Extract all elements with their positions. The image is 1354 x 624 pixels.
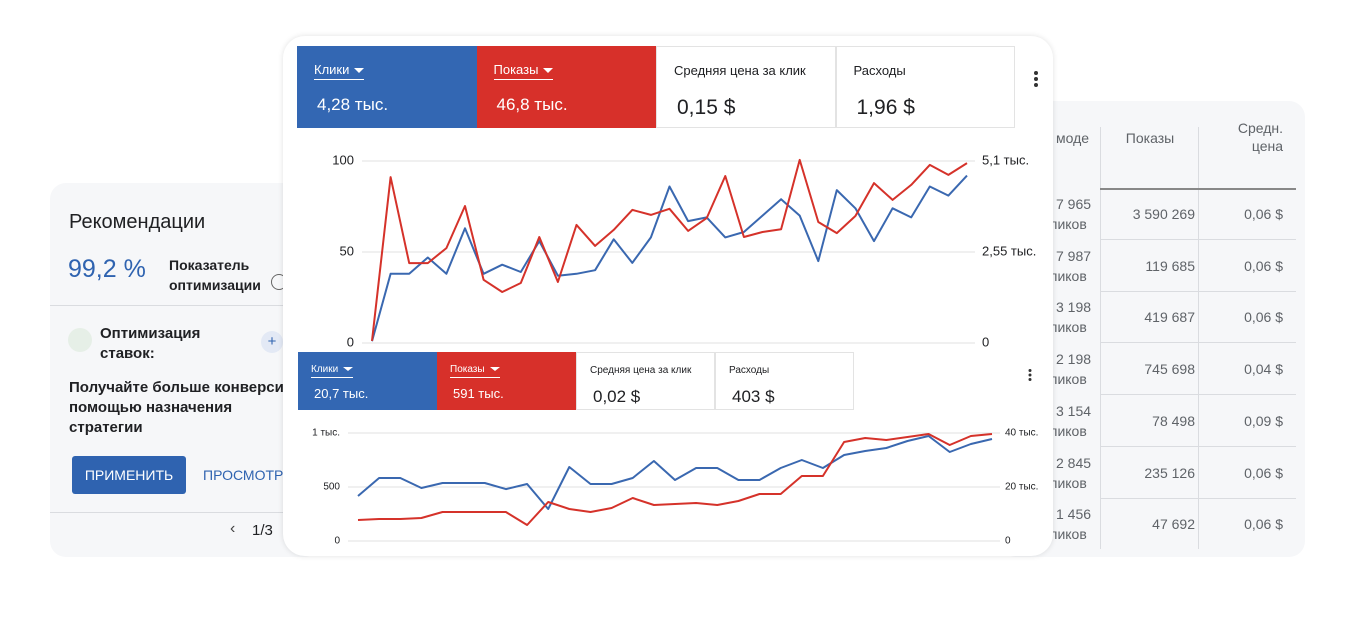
metric-tile[interactable]: Расходы 1,96 $ — [835, 46, 1015, 128]
cell-unit: кликов — [1043, 422, 1087, 439]
row-divider — [1100, 394, 1296, 396]
metric-label: Клики — [311, 364, 354, 378]
description: Получайте больше конверсий с помощью наз… — [69, 379, 306, 436]
apply-button[interactable]: ПРИМЕНИТЬ — [72, 456, 186, 494]
row-divider — [1100, 239, 1296, 240]
table-header: моде — [1056, 130, 1090, 146]
cell-clicks: 3 154 — [1056, 402, 1092, 419]
cell-unit: кликов — [1043, 474, 1087, 491]
cell-clicks: 2 198 — [1056, 351, 1092, 368]
score-label: Показатель оптимизации — [169, 257, 261, 293]
cell-cpc: 0,06 $ — [1244, 206, 1283, 222]
metric-tile[interactable]: Клики 20,7 тыс. — [298, 352, 437, 410]
metric-label: Расходы — [729, 365, 770, 376]
cell-clicks: 7 965 — [1056, 196, 1092, 212]
cell-cpc: 0,04 $ — [1244, 361, 1283, 378]
row-divider — [1100, 445, 1296, 447]
cell-unit: кликов — [1043, 216, 1087, 232]
cell-clicks: 3 198 — [1056, 299, 1092, 316]
row-divider — [1100, 342, 1296, 344]
metric-tile[interactable]: Показы 591 тыс. — [437, 352, 576, 410]
cell-clicks: 7 987 — [1056, 247, 1092, 264]
cell-impressions: 745 698 — [1144, 361, 1195, 378]
metric-tile[interactable]: Расходы 403 $ — [715, 352, 854, 410]
divider — [50, 305, 320, 306]
cell-impressions: 47 692 — [1152, 516, 1195, 533]
metric-tile[interactable]: Клики 4,28 тыс. — [297, 46, 477, 128]
cell-clicks: 2 845 — [1056, 454, 1092, 471]
metric-value: 46,8 тыс. — [496, 94, 568, 114]
metric-value: 4,28 тыс. — [317, 94, 389, 114]
cell-impressions: 78 498 — [1152, 412, 1195, 429]
pager: 1/3 — [252, 522, 273, 539]
table-header: Показы — [1125, 130, 1175, 146]
metric-label: Расходы — [853, 63, 906, 79]
cell-unit: кликов — [1043, 319, 1087, 336]
metric-value: 403 $ — [732, 386, 775, 406]
item-title: Оптимизация ставок: — [100, 325, 201, 362]
column-divider — [1100, 127, 1101, 549]
metric-label: Показы — [493, 62, 554, 81]
score: 99,2 % — [68, 255, 146, 283]
metric-tile[interactable]: Показы 46,8 тыс. — [476, 46, 656, 128]
cell-unit: кликов — [1043, 267, 1087, 284]
metric-value: 20,7 тыс. — [314, 385, 369, 401]
dropdown-caret[interactable] — [354, 68, 365, 74]
cell-impressions: 235 126 — [1144, 464, 1195, 481]
cell-cpc: 0,06 $ — [1244, 464, 1283, 481]
header-rule — [1100, 188, 1296, 190]
status-icon — [68, 328, 92, 352]
recommendations-card: Рекомендации 99,2 % Показатель оптимизац… — [50, 183, 320, 557]
cell-clicks: 1 456 — [1056, 506, 1092, 523]
dropdown-caret[interactable] — [343, 367, 354, 372]
title: Рекомендации — [69, 211, 206, 233]
cell-cpc: 0,06 $ — [1244, 257, 1283, 274]
prev-page[interactable]: ‹ — [230, 520, 236, 537]
metric-value: 0,15 $ — [677, 95, 736, 119]
metric-label: Клики — [314, 62, 365, 81]
table-header: Средн. цена — [1237, 120, 1283, 154]
metric-value: 0,02 $ — [593, 386, 641, 406]
metric-label: Показы — [450, 364, 500, 378]
divider — [50, 512, 320, 513]
cell-impressions: 3 590 269 — [1132, 206, 1195, 222]
cell-cpc: 0,06 $ — [1244, 516, 1283, 533]
add-button[interactable]: + — [261, 331, 283, 353]
cell-unit: кликов — [1043, 526, 1087, 543]
cell-cpc: 0,06 $ — [1244, 309, 1283, 326]
row-divider — [1100, 497, 1296, 499]
metric-value: 591 тыс. — [453, 385, 504, 401]
row-divider — [1100, 290, 1296, 292]
dropdown-caret[interactable] — [489, 367, 500, 372]
metric-label: Средняя цена за клик — [674, 63, 806, 79]
metric-tile[interactable]: Средняя цена за клик 0,02 $ — [576, 352, 715, 410]
cell-cpc: 0,09 $ — [1244, 412, 1283, 429]
metric-tile[interactable]: Средняя цена за клик 0,15 $ — [656, 46, 836, 128]
cell-unit: кликов — [1043, 371, 1087, 388]
metric-label: Средняя цена за клик — [590, 365, 692, 376]
column-divider — [1198, 127, 1199, 549]
cell-impressions: 419 687 — [1144, 309, 1195, 326]
metric-value: 1,96 $ — [856, 95, 915, 119]
cell-impressions: 119 685 — [1145, 257, 1195, 274]
dropdown-caret[interactable] — [543, 68, 554, 74]
